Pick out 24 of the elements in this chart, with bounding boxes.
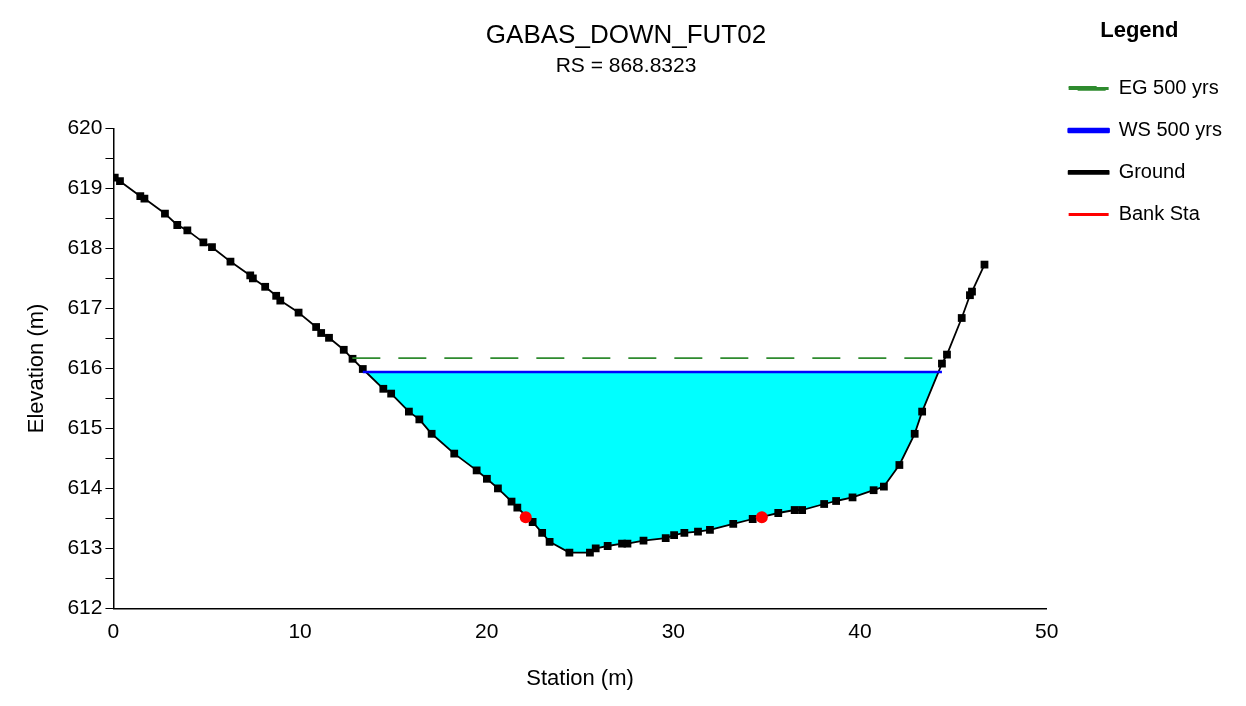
x-tick-label: 40	[848, 618, 872, 642]
chart-title: GABAS_DOWN_FUT02	[485, 18, 767, 49]
x-tick-label: 30	[661, 618, 686, 642]
y-tick-label: 613	[67, 535, 103, 559]
chart-subtitle: RS = 868.8323	[555, 52, 697, 76]
x-axis-title: Station (m)	[526, 664, 634, 690]
x-tick-label: 10	[288, 618, 312, 642]
y-tick-label: 617	[67, 295, 103, 319]
y-tick-label: 620	[67, 115, 103, 139]
y-tick-label: 612	[67, 595, 103, 619]
legend-label: Bank Sta	[1118, 201, 1201, 224]
y-axis-title: Elevation (m)	[23, 303, 49, 434]
y-tick-label: 616	[67, 355, 103, 379]
x-tick-label: 0	[107, 618, 120, 642]
legend-label: Ground	[1118, 159, 1186, 182]
legend-title: Legend	[1100, 17, 1179, 43]
x-tick-label: 50	[1034, 618, 1059, 642]
y-tick-label: 614	[67, 475, 103, 499]
x-tick-label: 20	[475, 618, 499, 642]
legend-label: WS 500 yrs	[1118, 117, 1222, 140]
y-tick-label: 615	[67, 415, 103, 439]
y-tick-label: 618	[67, 235, 103, 259]
legend-label: EG 500 yrs	[1118, 75, 1219, 98]
y-tick-label: 619	[67, 175, 103, 199]
